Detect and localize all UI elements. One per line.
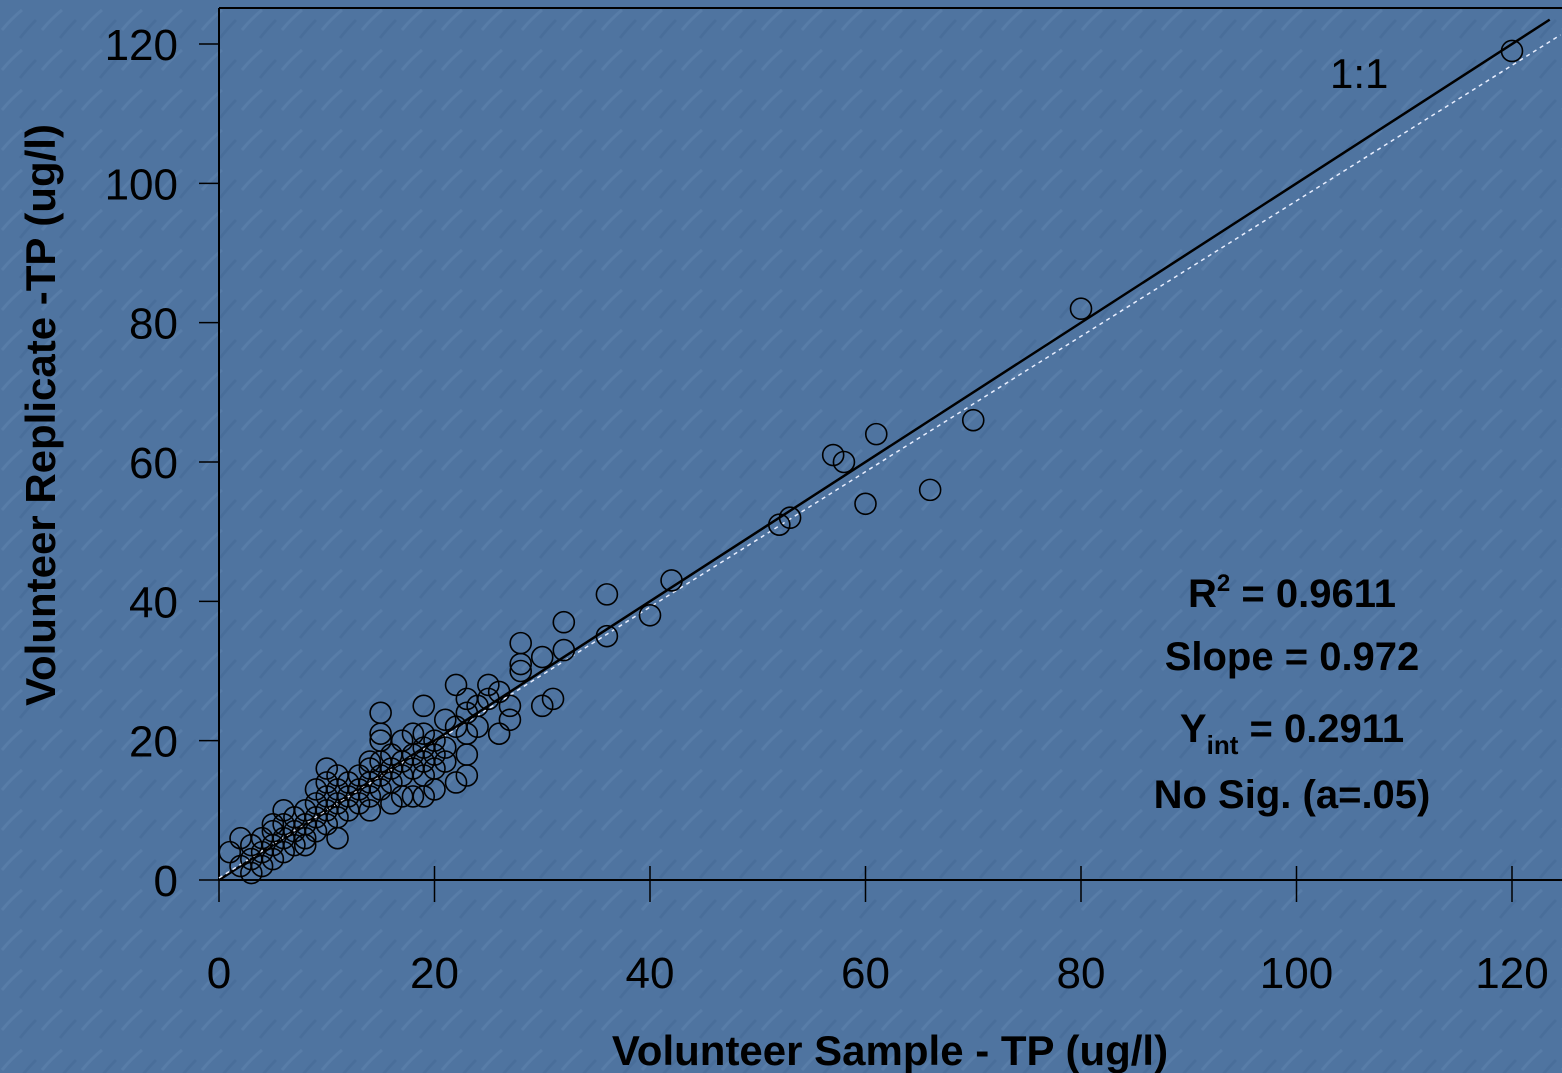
data-point bbox=[821, 443, 845, 467]
data-point bbox=[272, 840, 295, 864]
stat-yint-value: = 0.2911 bbox=[1238, 707, 1404, 751]
x-tick-label: 0 bbox=[207, 949, 231, 998]
data-point bbox=[433, 708, 457, 732]
data-point bbox=[961, 408, 985, 432]
data-point bbox=[358, 750, 382, 773]
data-point bbox=[326, 805, 349, 829]
stat-yint-prefix: Y bbox=[1180, 707, 1207, 751]
y-tick-label: 100 bbox=[105, 160, 178, 209]
y-tick-label: 80 bbox=[129, 300, 178, 349]
data-point bbox=[369, 722, 392, 746]
data-point bbox=[1500, 39, 1524, 63]
data-point bbox=[358, 785, 382, 808]
data-point bbox=[778, 506, 802, 530]
data-point bbox=[530, 694, 554, 718]
data-point bbox=[261, 812, 285, 836]
data-point bbox=[595, 624, 619, 648]
stat-slope: Slope = 0.972 bbox=[1165, 635, 1420, 679]
annotation-1-to-1: 1:1 bbox=[1330, 50, 1388, 97]
data-point bbox=[1069, 297, 1093, 321]
data-point bbox=[401, 722, 425, 746]
data-point bbox=[541, 687, 565, 711]
data-point bbox=[401, 785, 425, 808]
data-points bbox=[218, 39, 1524, 885]
data-point bbox=[595, 583, 619, 606]
data-point bbox=[444, 771, 468, 794]
stat-r2-sup: 2 bbox=[1217, 570, 1230, 597]
data-point bbox=[444, 673, 468, 697]
stat-r2-prefix: R bbox=[1188, 572, 1217, 616]
data-point bbox=[358, 799, 382, 822]
y-tick-label: 120 bbox=[105, 21, 178, 70]
data-point bbox=[477, 673, 500, 697]
stat-significance: No Sig. (a=.05) bbox=[1154, 773, 1431, 817]
data-point bbox=[250, 854, 274, 878]
data-point bbox=[412, 694, 436, 718]
data-point bbox=[315, 812, 339, 836]
data-point bbox=[304, 819, 328, 843]
one-to-one-line bbox=[218, 18, 1551, 882]
data-point bbox=[530, 645, 554, 669]
x-axis-label: Volunteer Sample - TP (ug/l) bbox=[612, 1027, 1168, 1073]
data-point bbox=[660, 569, 683, 592]
data-point bbox=[433, 750, 457, 773]
stat-yint-sub: int bbox=[1207, 730, 1239, 760]
data-point bbox=[347, 792, 371, 815]
x-tick-label: 60 bbox=[841, 949, 890, 998]
data-point bbox=[218, 840, 242, 864]
data-point bbox=[864, 422, 888, 446]
stat-r2: R2 = 0.9611 bbox=[1188, 570, 1396, 616]
data-point bbox=[423, 757, 446, 780]
stat-r2-value: = 0.9611 bbox=[1230, 572, 1396, 616]
data-point bbox=[423, 743, 446, 766]
plot-frame bbox=[218, 7, 1562, 881]
data-point bbox=[552, 610, 576, 634]
data-point bbox=[390, 729, 414, 752]
data-point bbox=[380, 771, 403, 794]
stats-box: R2 = 0.9611 Slope = 0.972 Yint = 0.2911 … bbox=[1154, 570, 1431, 817]
data-point bbox=[423, 729, 446, 752]
data-point bbox=[412, 722, 436, 746]
x-tick-label: 80 bbox=[1057, 949, 1106, 998]
data-point bbox=[509, 631, 533, 655]
data-point bbox=[433, 736, 457, 759]
data-point bbox=[283, 833, 306, 857]
data-point bbox=[854, 492, 877, 516]
y-tick-label: 40 bbox=[129, 578, 178, 627]
data-point bbox=[509, 659, 533, 683]
data-point bbox=[477, 687, 500, 711]
y-axis-label: Volunteer Replicate -TP (ug/l) bbox=[17, 124, 64, 706]
data-point bbox=[293, 833, 317, 857]
data-point bbox=[455, 701, 479, 725]
data-point bbox=[487, 680, 511, 704]
data-point bbox=[369, 778, 392, 801]
data-point bbox=[832, 450, 856, 474]
y-tick-label: 20 bbox=[129, 718, 178, 767]
data-point bbox=[315, 757, 339, 780]
data-point bbox=[767, 513, 791, 537]
data-point bbox=[498, 694, 522, 718]
y-tick-label: 0 bbox=[154, 857, 178, 906]
data-point bbox=[412, 764, 436, 787]
x-tick-label: 100 bbox=[1260, 949, 1333, 998]
data-point bbox=[498, 708, 522, 732]
data-point bbox=[293, 826, 317, 850]
x-tick-label: 40 bbox=[626, 949, 675, 998]
data-point bbox=[240, 861, 263, 885]
data-point bbox=[918, 478, 942, 502]
x-tick-label: 120 bbox=[1475, 949, 1548, 998]
data-point bbox=[261, 847, 285, 871]
x-tick-label: 20 bbox=[410, 949, 459, 998]
data-point bbox=[638, 603, 662, 627]
stat-yint: Yint = 0.2911 bbox=[1180, 707, 1404, 760]
data-point bbox=[487, 722, 511, 746]
data-point bbox=[466, 694, 489, 718]
axis-ticks: 0 20 40 60 80 100 120 0 20 40 60 80 100 120 bbox=[105, 21, 1549, 998]
y-tick-label: 60 bbox=[129, 439, 178, 488]
data-point bbox=[552, 638, 576, 662]
